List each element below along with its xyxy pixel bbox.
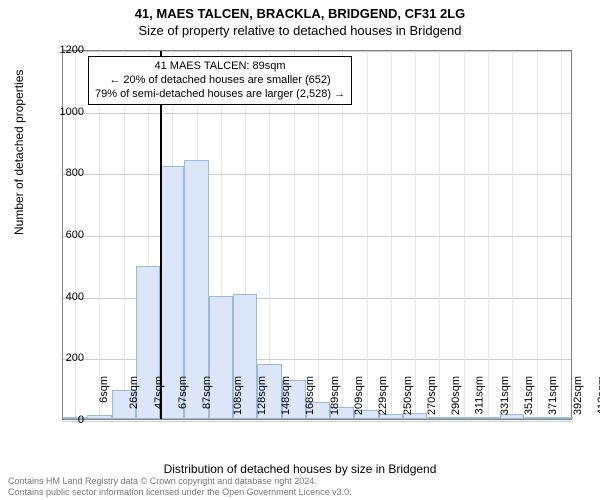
x-axis-label: Distribution of detached houses by size …: [0, 462, 600, 476]
subject-marker-line: [160, 51, 162, 419]
plot-region: [62, 50, 572, 420]
x-tick: 290sqm: [450, 376, 462, 415]
gridline-v: [464, 51, 465, 419]
gridline-h: [63, 236, 571, 237]
chart-titles: 41, MAES TALCEN, BRACKLA, BRIDGEND, CF31…: [0, 0, 600, 38]
gridline-v: [488, 51, 489, 419]
x-tick: 67sqm: [177, 376, 189, 409]
annotation-line-2: ← 20% of detached houses are smaller (65…: [95, 74, 345, 88]
x-tick: 270sqm: [426, 376, 438, 415]
footer-line-1: Contains HM Land Registry data © Crown c…: [8, 476, 352, 487]
annotation-box: 41 MAES TALCEN: 89sqm ← 20% of detached …: [88, 56, 352, 105]
gridline-h: [63, 174, 571, 175]
y-tick: 0: [44, 414, 84, 426]
x-tick: 412sqm: [596, 376, 600, 415]
y-tick: 1000: [44, 106, 84, 118]
bar: [87, 415, 111, 419]
gridline-v: [537, 51, 538, 419]
x-tick: 250sqm: [402, 376, 414, 415]
x-tick: 168sqm: [305, 376, 317, 415]
gridline-h: [63, 113, 571, 114]
x-tick: 47sqm: [153, 376, 165, 409]
x-tick: 209sqm: [353, 376, 365, 415]
x-tick: 6sqm: [98, 376, 110, 403]
annotation-line-1: 41 MAES TALCEN: 89sqm: [95, 60, 345, 74]
gridline-h: [63, 51, 571, 52]
gridline-h: [63, 421, 571, 422]
y-tick: 600: [44, 229, 84, 241]
gridline-v: [318, 51, 319, 419]
x-tick: 311sqm: [474, 376, 486, 414]
gridline-v: [439, 51, 440, 419]
bar: [524, 417, 548, 419]
chart-area: 41 MAES TALCEN: 89sqm ← 20% of detached …: [62, 50, 572, 420]
gridline-v: [512, 51, 513, 419]
x-tick: 371sqm: [547, 376, 559, 415]
gridline-v: [561, 51, 562, 419]
gridline-v: [367, 51, 368, 419]
x-tick: 392sqm: [572, 376, 584, 415]
gridline-v: [415, 51, 416, 419]
x-tick: 87sqm: [201, 376, 213, 409]
bar: [549, 417, 573, 419]
y-tick: 400: [44, 291, 84, 303]
y-tick: 200: [44, 352, 84, 364]
bar: [452, 417, 476, 419]
gridline-v: [99, 51, 100, 419]
y-tick: 1200: [44, 44, 84, 56]
x-tick: 229sqm: [377, 376, 389, 415]
gridline-v: [391, 51, 392, 419]
y-tick: 800: [44, 167, 84, 179]
y-axis-label: Number of detached properties: [12, 70, 26, 235]
annotation-line-3: 79% of semi-detached houses are larger (…: [95, 88, 345, 102]
footer-attribution: Contains HM Land Registry data © Crown c…: [8, 476, 352, 498]
x-tick: 128sqm: [256, 376, 268, 415]
bar: [427, 417, 451, 419]
x-tick: 148sqm: [280, 376, 292, 415]
title-description: Size of property relative to detached ho…: [0, 23, 600, 38]
gridline-v: [124, 51, 125, 419]
x-tick: 26sqm: [128, 376, 140, 409]
x-tick: 189sqm: [329, 376, 341, 415]
gridline-v: [294, 51, 295, 419]
x-tick: 108sqm: [232, 376, 244, 415]
footer-line-2: Contains public sector information licen…: [8, 487, 352, 498]
gridline-v: [342, 51, 343, 419]
title-address: 41, MAES TALCEN, BRACKLA, BRIDGEND, CF31…: [0, 6, 600, 21]
x-tick: 331sqm: [499, 376, 511, 415]
bar: [476, 417, 500, 419]
x-tick: 351sqm: [523, 376, 535, 415]
